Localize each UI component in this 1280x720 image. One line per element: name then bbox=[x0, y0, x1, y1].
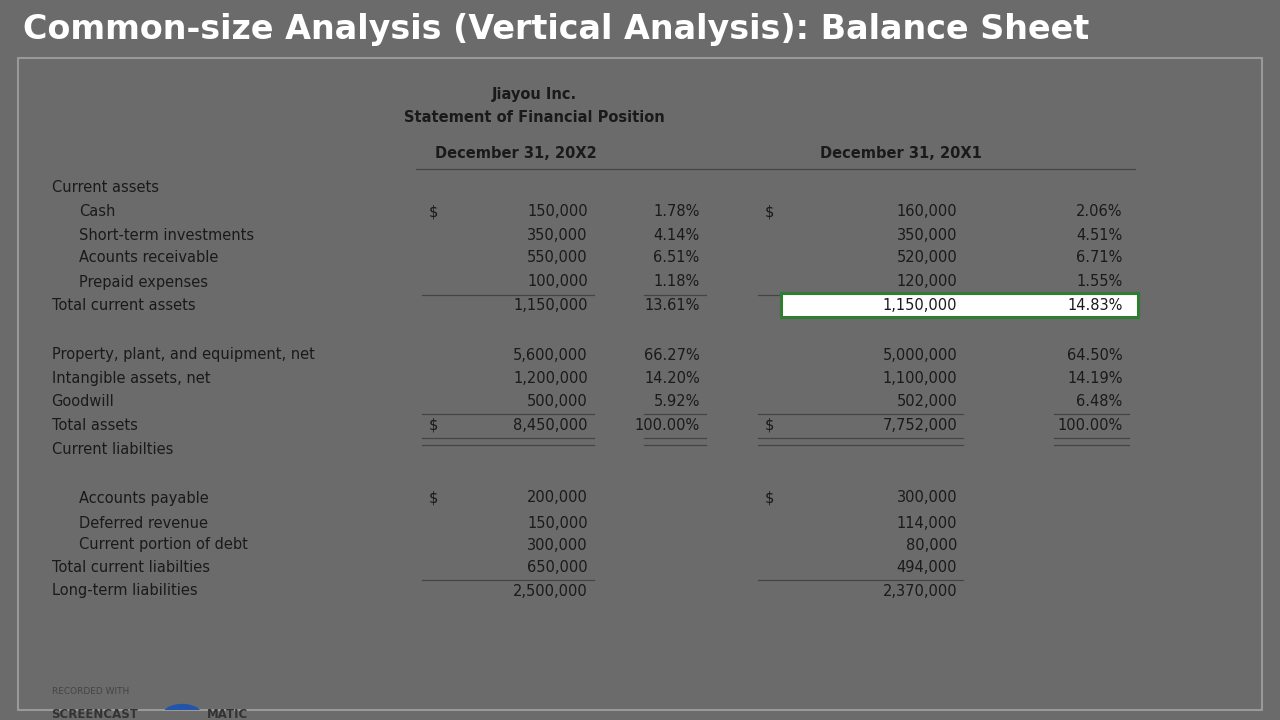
Text: 4.51%: 4.51% bbox=[1076, 228, 1123, 243]
Text: Intangible assets, net: Intangible assets, net bbox=[51, 371, 210, 385]
Text: $: $ bbox=[429, 204, 438, 220]
Text: 520,000: 520,000 bbox=[896, 251, 957, 266]
Text: Short-term investments: Short-term investments bbox=[79, 228, 255, 243]
Text: Current liabilties: Current liabilties bbox=[51, 441, 173, 456]
Text: Accounts payable: Accounts payable bbox=[79, 490, 209, 505]
Text: 300,000: 300,000 bbox=[896, 490, 957, 505]
Text: $: $ bbox=[764, 204, 774, 220]
Text: 80,000: 80,000 bbox=[906, 538, 957, 552]
Text: Statement of Financial Position: Statement of Financial Position bbox=[404, 109, 664, 125]
Text: 2.06%: 2.06% bbox=[1076, 204, 1123, 220]
Text: 1.55%: 1.55% bbox=[1076, 274, 1123, 289]
Text: 5.92%: 5.92% bbox=[653, 394, 700, 408]
Text: 1,100,000: 1,100,000 bbox=[883, 371, 957, 385]
Text: 6.51%: 6.51% bbox=[654, 251, 700, 266]
Text: Current portion of debt: Current portion of debt bbox=[79, 538, 248, 552]
Text: SCREENCAST: SCREENCAST bbox=[51, 708, 138, 720]
Text: December 31, 20X1: December 31, 20X1 bbox=[820, 145, 982, 161]
Text: 120,000: 120,000 bbox=[896, 274, 957, 289]
Text: Prepaid expenses: Prepaid expenses bbox=[79, 274, 207, 289]
Text: $: $ bbox=[764, 490, 774, 505]
Text: 14.20%: 14.20% bbox=[644, 371, 700, 385]
Text: 350,000: 350,000 bbox=[527, 228, 588, 243]
Text: 6.71%: 6.71% bbox=[1076, 251, 1123, 266]
Text: 150,000: 150,000 bbox=[527, 516, 588, 531]
Text: 1.18%: 1.18% bbox=[654, 274, 700, 289]
Text: 8,450,000: 8,450,000 bbox=[513, 418, 588, 433]
Text: 100,000: 100,000 bbox=[527, 274, 588, 289]
Text: MATIC: MATIC bbox=[207, 708, 248, 720]
Text: 494,000: 494,000 bbox=[897, 559, 957, 575]
Text: 64.50%: 64.50% bbox=[1068, 348, 1123, 362]
Text: 5,600,000: 5,600,000 bbox=[513, 348, 588, 362]
Text: 14.19%: 14.19% bbox=[1068, 371, 1123, 385]
Text: 650,000: 650,000 bbox=[527, 559, 588, 575]
Text: 6.48%: 6.48% bbox=[1076, 394, 1123, 408]
Text: Cash: Cash bbox=[79, 204, 115, 220]
Text: 5,000,000: 5,000,000 bbox=[882, 348, 957, 362]
Text: Jiayou Inc.: Jiayou Inc. bbox=[492, 88, 577, 102]
Text: Property, plant, and equipment, net: Property, plant, and equipment, net bbox=[51, 348, 315, 362]
Text: Current assets: Current assets bbox=[51, 179, 159, 194]
Text: 100.00%: 100.00% bbox=[1057, 418, 1123, 433]
Text: 502,000: 502,000 bbox=[896, 394, 957, 408]
Text: RECORDED WITH: RECORDED WITH bbox=[51, 687, 129, 696]
Text: 66.27%: 66.27% bbox=[644, 348, 700, 362]
Text: 500,000: 500,000 bbox=[527, 394, 588, 408]
Text: 1,150,000: 1,150,000 bbox=[513, 297, 588, 312]
Text: 1,150,000: 1,150,000 bbox=[883, 297, 957, 312]
Bar bbox=[781, 292, 1138, 318]
Text: 114,000: 114,000 bbox=[897, 516, 957, 531]
Text: 150,000: 150,000 bbox=[527, 204, 588, 220]
Text: Common-size Analysis (Vertical Analysis): Balance Sheet: Common-size Analysis (Vertical Analysis)… bbox=[23, 12, 1089, 45]
Text: Deferred revenue: Deferred revenue bbox=[79, 516, 207, 531]
Text: Total assets: Total assets bbox=[51, 418, 137, 433]
Text: $: $ bbox=[429, 490, 438, 505]
Text: 100.00%: 100.00% bbox=[635, 418, 700, 433]
Text: 350,000: 350,000 bbox=[897, 228, 957, 243]
Text: Long-term liabilities: Long-term liabilities bbox=[51, 583, 197, 598]
Text: 550,000: 550,000 bbox=[527, 251, 588, 266]
Text: 2,500,000: 2,500,000 bbox=[513, 583, 588, 598]
Text: 160,000: 160,000 bbox=[896, 204, 957, 220]
Text: $: $ bbox=[429, 418, 438, 433]
Text: 1,200,000: 1,200,000 bbox=[513, 371, 588, 385]
Text: Total current assets: Total current assets bbox=[51, 297, 196, 312]
Text: 200,000: 200,000 bbox=[527, 490, 588, 505]
Text: 2,370,000: 2,370,000 bbox=[883, 583, 957, 598]
Text: $: $ bbox=[764, 418, 774, 433]
Text: 7,752,000: 7,752,000 bbox=[882, 418, 957, 433]
Text: Total current liabilties: Total current liabilties bbox=[51, 559, 210, 575]
Text: Acounts receivable: Acounts receivable bbox=[79, 251, 219, 266]
Text: Goodwill: Goodwill bbox=[51, 394, 114, 408]
Text: 300,000: 300,000 bbox=[527, 538, 588, 552]
Text: 14.83%: 14.83% bbox=[1068, 297, 1123, 312]
Text: 1.78%: 1.78% bbox=[653, 204, 700, 220]
Circle shape bbox=[164, 705, 201, 720]
Text: December 31, 20X2: December 31, 20X2 bbox=[435, 145, 596, 161]
Text: 13.61%: 13.61% bbox=[644, 297, 700, 312]
Text: 4.14%: 4.14% bbox=[654, 228, 700, 243]
